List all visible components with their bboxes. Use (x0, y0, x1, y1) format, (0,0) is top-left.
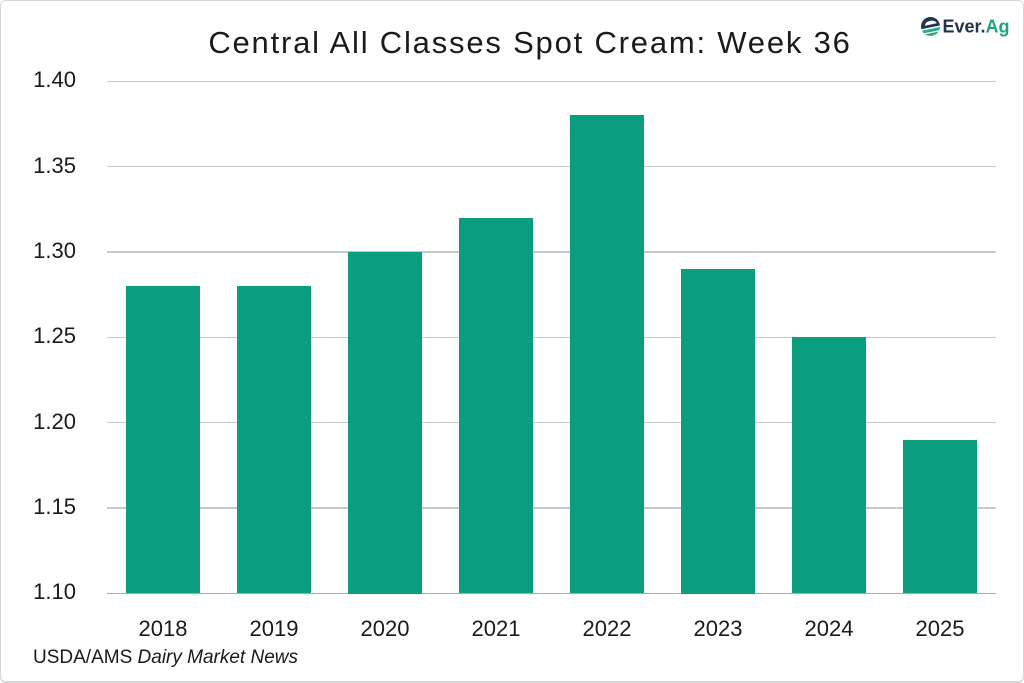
svg-text:Ever.Ag: Ever.Ag (943, 17, 1010, 37)
